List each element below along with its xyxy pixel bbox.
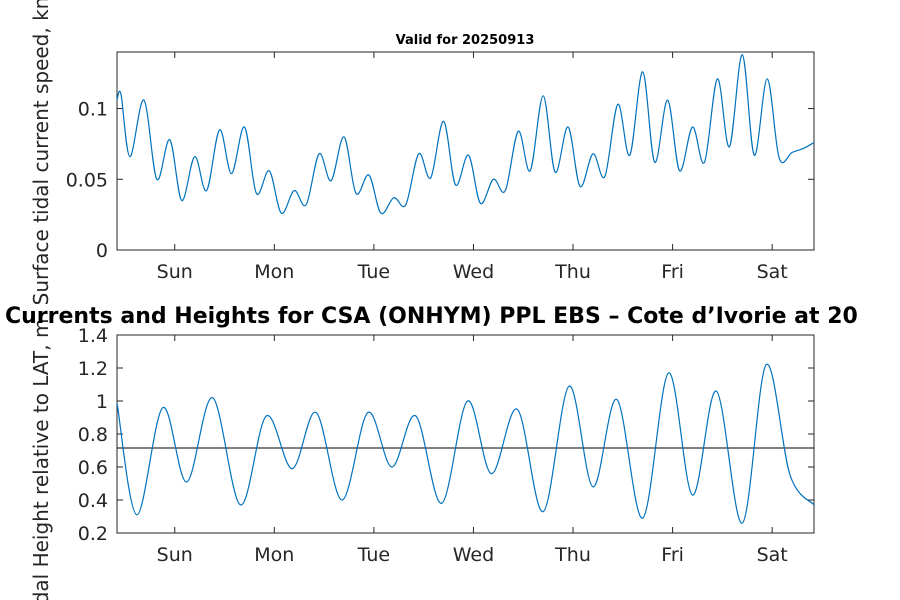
y-tick-label: 0.2 xyxy=(78,523,108,545)
x-tick-label: Sun xyxy=(157,544,193,566)
y-tick-label: 0 xyxy=(96,240,108,262)
current-speed-line xyxy=(116,54,815,215)
plot-area-top xyxy=(116,51,815,251)
x-tick-label: Wed xyxy=(453,261,494,283)
x-tick-label: Sat xyxy=(757,261,788,283)
y-tick-label: 0.4 xyxy=(78,490,108,512)
y-tick-label: 0.8 xyxy=(78,424,108,446)
x-tick-label: Mon xyxy=(254,544,294,566)
y-tick-label: 0.1 xyxy=(78,99,108,121)
top-y-tick-labels: 0 0.05 0.1 xyxy=(66,99,108,262)
y-tick-label: 1 xyxy=(96,391,108,413)
top-y-axis-label: Surface tidal current speed, kn xyxy=(29,0,53,305)
y-tick-label: 1.4 xyxy=(78,325,108,347)
x-tick-label: Fri xyxy=(661,261,684,283)
x-tick-label: Sat xyxy=(757,544,788,566)
y-tick-label: 0.6 xyxy=(78,457,108,479)
x-tick-label: Tue xyxy=(357,544,390,566)
current-speed-panel: 0 0.05 0.1 Sun Mon Tue Wed Thu Fri Sat Valid for… xyxy=(29,0,815,305)
x-tick-label: Fri xyxy=(661,544,684,566)
x-tick-label: Thu xyxy=(554,261,591,283)
bottom-y-axis-label: Tidal Height relative to LAT, m xyxy=(29,319,53,600)
bottom-y-tick-labels: 0.2 0.4 0.6 0.8 1 1.2 1.4 xyxy=(78,325,108,545)
y-tick-label: 0.05 xyxy=(66,169,108,191)
x-tick-label: Sun xyxy=(157,261,193,283)
tidal-height-line xyxy=(116,364,815,524)
x-tick-label: Wed xyxy=(453,544,494,566)
top-x-tick-labels: Sun Mon Tue Wed Thu Fri Sat xyxy=(157,261,788,283)
y-tick-label: 1.2 xyxy=(78,358,108,380)
bottom-x-tick-labels: Sun Mon Tue Wed Thu Fri Sat xyxy=(157,544,788,566)
top-chart-title: Valid for 20250913 xyxy=(396,33,535,48)
plot-area-bottom xyxy=(116,334,815,534)
bottom-axis-ticks xyxy=(117,334,814,534)
top-axis-ticks xyxy=(117,52,814,251)
x-tick-label: Mon xyxy=(254,261,294,283)
x-tick-label: Thu xyxy=(554,544,591,566)
x-tick-label: Tue xyxy=(357,261,390,283)
figure-title: Currents and Heights for CSA (ONHYM) PPL… xyxy=(5,304,858,329)
tidal-height-panel: 0.2 0.4 0.6 0.8 1 1.2 1.4 Sun Mon Tue Wed Thu Fri Sa… xyxy=(29,319,815,600)
